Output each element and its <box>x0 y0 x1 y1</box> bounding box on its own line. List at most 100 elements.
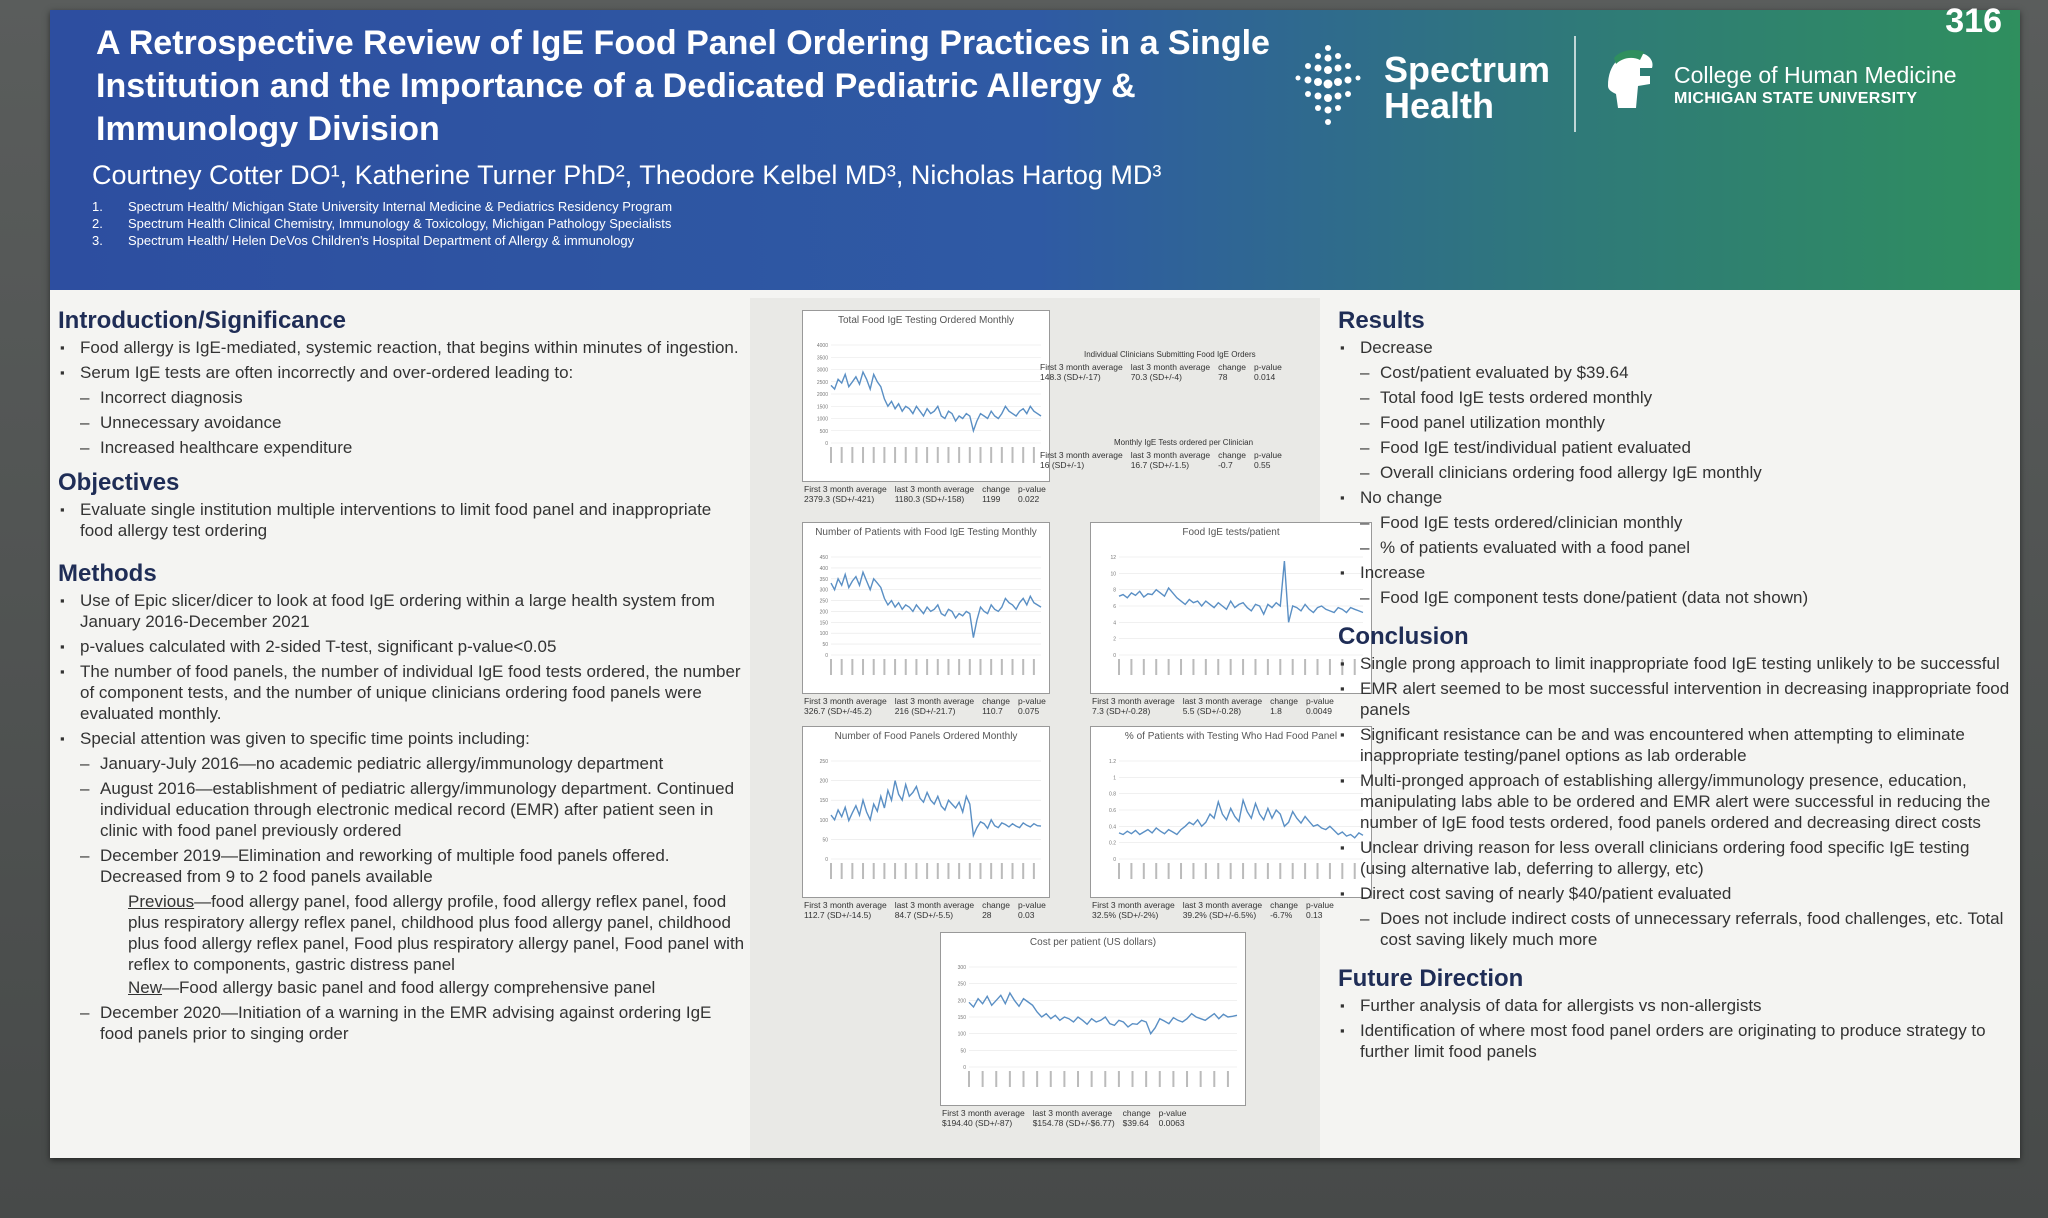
y-tick-label: 8 <box>1113 588 1116 594</box>
x-tick-mark <box>1022 659 1025 675</box>
stats-header: last 3 month average <box>1130 450 1211 460</box>
x-tick-mark <box>1130 863 1133 879</box>
results-subbullet: Food IgE test/individual patient evaluat… <box>1338 437 2014 458</box>
x-tick-mark <box>1155 659 1158 675</box>
stats-value: 1180.3 (SD+/-158) <box>894 494 965 504</box>
chart-column: Total Food IgE Testing Ordered Monthly 40… <box>750 298 1372 1158</box>
results-subbullet: Food IgE tests ordered/clinician monthly <box>1338 512 2014 533</box>
x-tick-mark <box>1104 1071 1107 1087</box>
x-tick-mark <box>1167 659 1170 675</box>
y-tick-label: 200 <box>958 998 967 1004</box>
chart-svg: Food IgE tests/patient 12 10 8 6 4 2 0 <box>1110 527 1364 675</box>
results-bullet: Increase <box>1338 562 2014 583</box>
x-tick-mark <box>904 447 907 463</box>
y-tick-label: 350 <box>820 577 829 583</box>
intro-bullet: Food allergy is IgE-mediated, systemic r… <box>58 337 748 358</box>
x-tick-mark <box>1242 863 1245 879</box>
y-tick-label: 10 <box>1110 571 1116 577</box>
x-tick-mark <box>1000 863 1003 879</box>
chart-title: Food IgE tests/patient <box>1182 527 1280 538</box>
stats-header: last 3 month average <box>1182 696 1263 706</box>
spectrum-dot-mark-icon <box>1295 45 1361 125</box>
x-tick-mark <box>1279 863 1282 879</box>
x-tick-mark <box>830 863 832 879</box>
y-tick-label: 0 <box>963 1065 966 1071</box>
y-tick-label: 150 <box>958 1015 967 1021</box>
stats-value: 0.0049 <box>1305 706 1332 716</box>
stats-value: 0.0063 <box>1158 1118 1185 1128</box>
stats-table: First 3 month average last 3 month averag… <box>804 696 1054 716</box>
y-tick-label: 150 <box>820 620 829 626</box>
stats-value: 32.5% (SD+/-2%) <box>1092 910 1159 920</box>
methods-bullet: Special attention was given to specific … <box>58 728 748 749</box>
affiliation-text: Spectrum Health/ Helen DeVos Children's … <box>128 233 635 248</box>
x-tick-mark <box>1155 863 1158 879</box>
methods-bullet: p-values calculated with 2-sided T-test,… <box>58 636 748 657</box>
x-tick-mark <box>1011 659 1014 675</box>
x-tick-mark <box>1000 447 1003 463</box>
x-tick-mark <box>968 447 971 463</box>
x-tick-mark <box>1226 1071 1229 1087</box>
affiliation-text: Spectrum Health/ Michigan State Universi… <box>128 199 673 214</box>
stats-header: p-value <box>1158 1108 1187 1118</box>
affiliation-item: 3. Spectrum Health/ Helen DeVos Children'… <box>92 232 672 249</box>
x-tick-mark <box>968 863 971 879</box>
x-tick-mark <box>1117 1071 1120 1087</box>
title-banner: 316 A Retrospective Review of IgE Food P… <box>50 2 2020 290</box>
x-tick-mark <box>894 863 897 879</box>
x-tick-mark <box>1145 1071 1148 1087</box>
x-tick-mark <box>1304 659 1307 675</box>
x-tick-mark <box>1032 659 1035 675</box>
y-tick-label: 0.6 <box>1109 808 1116 814</box>
stats-header: First 3 month average <box>804 484 887 494</box>
conclusion-bullet: Significant resistance can be and was en… <box>1338 724 2014 766</box>
stats-header: First 3 month average <box>804 696 887 706</box>
x-tick-mark <box>981 1071 984 1087</box>
x-tick-mark <box>1186 1071 1189 1087</box>
x-tick-mark <box>1032 447 1035 463</box>
stats-header: p-value <box>1305 900 1334 910</box>
x-tick-mark <box>894 659 897 675</box>
x-tick-mark <box>883 863 886 879</box>
logo-divider <box>1574 36 1576 132</box>
intro-subbullet: Increased healthcare expenditure <box>58 437 748 458</box>
y-tick-label: 2500 <box>817 380 828 386</box>
intro-subbullet: Unnecessary avoidance <box>58 412 748 433</box>
y-tick-label: 500 <box>820 429 829 435</box>
y-tick-label: 0.2 <box>1109 841 1116 847</box>
stats-value: 0.014 <box>1253 372 1276 382</box>
stats-header: First 3 month average <box>1092 696 1175 706</box>
left-column: Introduction/Significance Food allergy i… <box>58 300 748 1048</box>
poster-title: A Retrospective Review of IgE Food Panel… <box>96 24 1270 148</box>
total-ige-chart: Total Food IgE Testing Ordered Monthly 40… <box>802 310 1050 482</box>
y-tick-label: 0.4 <box>1109 824 1116 830</box>
conclusion-bullet: EMR alert seemed to be most successful i… <box>1338 678 2014 720</box>
stats-header: First 3 month average <box>1040 450 1123 460</box>
stats-header: p-value <box>1253 450 1282 460</box>
stats-header: change <box>982 696 1010 706</box>
stats-header: First 3 month average <box>1040 362 1123 372</box>
x-tick-mark <box>1049 1071 1052 1087</box>
methods-subbullet: January-July 2016—no academic pediatric … <box>58 753 748 774</box>
tests-per-clinician-stats: First 3 month average last 3 month averag… <box>1040 450 1290 470</box>
x-tick-mark <box>926 659 929 675</box>
x-tick-mark <box>1142 863 1145 879</box>
stats-header: First 3 month average <box>942 1108 1025 1118</box>
patients-tested-stats: First 3 month average last 3 month averag… <box>804 696 1054 716</box>
y-tick-label: 1.2 <box>1109 759 1116 765</box>
y-tick-label: 250 <box>820 759 829 765</box>
results-heading: Results <box>1338 307 1425 334</box>
patients-tested-chart: Number of Patients with Food IgE Testing… <box>802 522 1050 694</box>
x-tick-mark <box>1242 659 1245 675</box>
stats-value: 110.7 <box>982 706 1003 716</box>
future-heading: Future Direction <box>1338 965 1524 992</box>
stats-header: change <box>1122 1108 1151 1118</box>
y-tick-label: 450 <box>820 555 829 561</box>
methods-heading: Methods <box>58 560 157 587</box>
x-tick-mark <box>1180 863 1183 879</box>
series-line <box>968 991 1238 1036</box>
stats-header: last 3 month average <box>894 900 975 910</box>
clinicians-stats: First 3 month average last 3 month averag… <box>1040 362 1290 382</box>
x-tick-mark <box>1172 1071 1175 1087</box>
results-subbullet: Food panel utilization monthly <box>1338 412 2014 433</box>
